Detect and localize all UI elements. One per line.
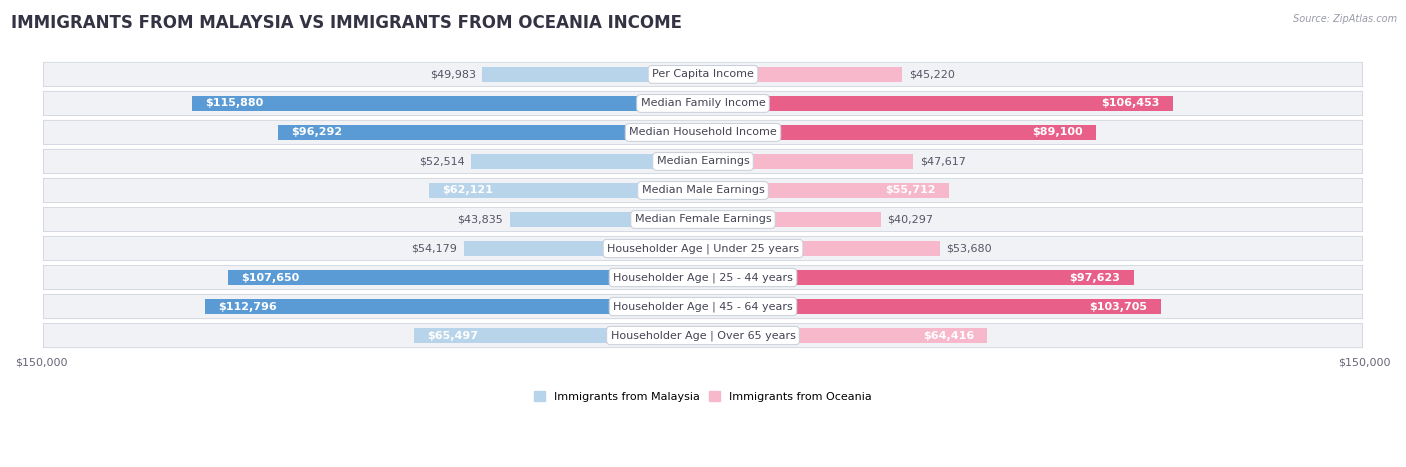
Text: Householder Age | 25 - 44 years: Householder Age | 25 - 44 years bbox=[613, 272, 793, 283]
Bar bbox=[464, 241, 703, 256]
Bar bbox=[703, 183, 949, 198]
Text: $107,650: $107,650 bbox=[242, 273, 299, 283]
Bar bbox=[191, 96, 703, 111]
Text: $49,983: $49,983 bbox=[430, 70, 475, 79]
Text: $112,796: $112,796 bbox=[218, 302, 277, 311]
Text: Median Family Income: Median Family Income bbox=[641, 99, 765, 108]
Bar bbox=[228, 270, 703, 285]
Bar bbox=[205, 299, 703, 314]
Text: Source: ZipAtlas.com: Source: ZipAtlas.com bbox=[1294, 14, 1398, 24]
Bar bbox=[703, 125, 1097, 140]
Text: $47,617: $47,617 bbox=[920, 156, 966, 166]
Text: $43,835: $43,835 bbox=[457, 214, 503, 225]
FancyBboxPatch shape bbox=[44, 323, 1362, 348]
FancyBboxPatch shape bbox=[44, 207, 1362, 232]
Text: Householder Age | 45 - 64 years: Householder Age | 45 - 64 years bbox=[613, 301, 793, 312]
Text: Median Male Earnings: Median Male Earnings bbox=[641, 185, 765, 196]
Text: $53,680: $53,680 bbox=[946, 243, 993, 254]
Text: $40,297: $40,297 bbox=[887, 214, 934, 225]
Bar bbox=[703, 328, 987, 343]
Text: Per Capita Income: Per Capita Income bbox=[652, 70, 754, 79]
FancyBboxPatch shape bbox=[44, 294, 1362, 318]
Bar bbox=[703, 299, 1160, 314]
Text: $64,416: $64,416 bbox=[922, 331, 974, 340]
Bar bbox=[278, 125, 703, 140]
Text: Householder Age | Over 65 years: Householder Age | Over 65 years bbox=[610, 330, 796, 341]
Text: $55,712: $55,712 bbox=[884, 185, 935, 196]
Bar bbox=[703, 270, 1133, 285]
FancyBboxPatch shape bbox=[44, 149, 1362, 174]
Bar bbox=[703, 154, 912, 169]
Text: $97,623: $97,623 bbox=[1070, 273, 1121, 283]
Text: IMMIGRANTS FROM MALAYSIA VS IMMIGRANTS FROM OCEANIA INCOME: IMMIGRANTS FROM MALAYSIA VS IMMIGRANTS F… bbox=[11, 14, 682, 32]
Bar bbox=[482, 67, 703, 82]
Text: $52,514: $52,514 bbox=[419, 156, 465, 166]
Bar bbox=[429, 183, 703, 198]
FancyBboxPatch shape bbox=[44, 265, 1362, 290]
Text: $89,100: $89,100 bbox=[1032, 127, 1083, 137]
Bar bbox=[703, 67, 903, 82]
Text: Median Earnings: Median Earnings bbox=[657, 156, 749, 166]
Bar bbox=[703, 96, 1173, 111]
FancyBboxPatch shape bbox=[44, 91, 1362, 116]
FancyBboxPatch shape bbox=[44, 236, 1362, 261]
Bar bbox=[413, 328, 703, 343]
Bar bbox=[703, 241, 939, 256]
Text: Householder Age | Under 25 years: Householder Age | Under 25 years bbox=[607, 243, 799, 254]
Legend: Immigrants from Malaysia, Immigrants from Oceania: Immigrants from Malaysia, Immigrants fro… bbox=[530, 387, 876, 407]
Bar bbox=[509, 212, 703, 227]
Bar bbox=[471, 154, 703, 169]
Text: $54,179: $54,179 bbox=[412, 243, 457, 254]
Text: $96,292: $96,292 bbox=[291, 127, 343, 137]
Text: $45,220: $45,220 bbox=[910, 70, 955, 79]
Text: Median Female Earnings: Median Female Earnings bbox=[634, 214, 772, 225]
FancyBboxPatch shape bbox=[44, 178, 1362, 203]
Text: $103,705: $103,705 bbox=[1090, 302, 1147, 311]
Text: $106,453: $106,453 bbox=[1101, 99, 1160, 108]
FancyBboxPatch shape bbox=[44, 120, 1362, 145]
Text: Median Household Income: Median Household Income bbox=[628, 127, 778, 137]
Text: $65,497: $65,497 bbox=[427, 331, 478, 340]
Bar bbox=[703, 212, 880, 227]
Text: $115,880: $115,880 bbox=[205, 99, 263, 108]
Text: $62,121: $62,121 bbox=[441, 185, 494, 196]
FancyBboxPatch shape bbox=[44, 62, 1362, 86]
